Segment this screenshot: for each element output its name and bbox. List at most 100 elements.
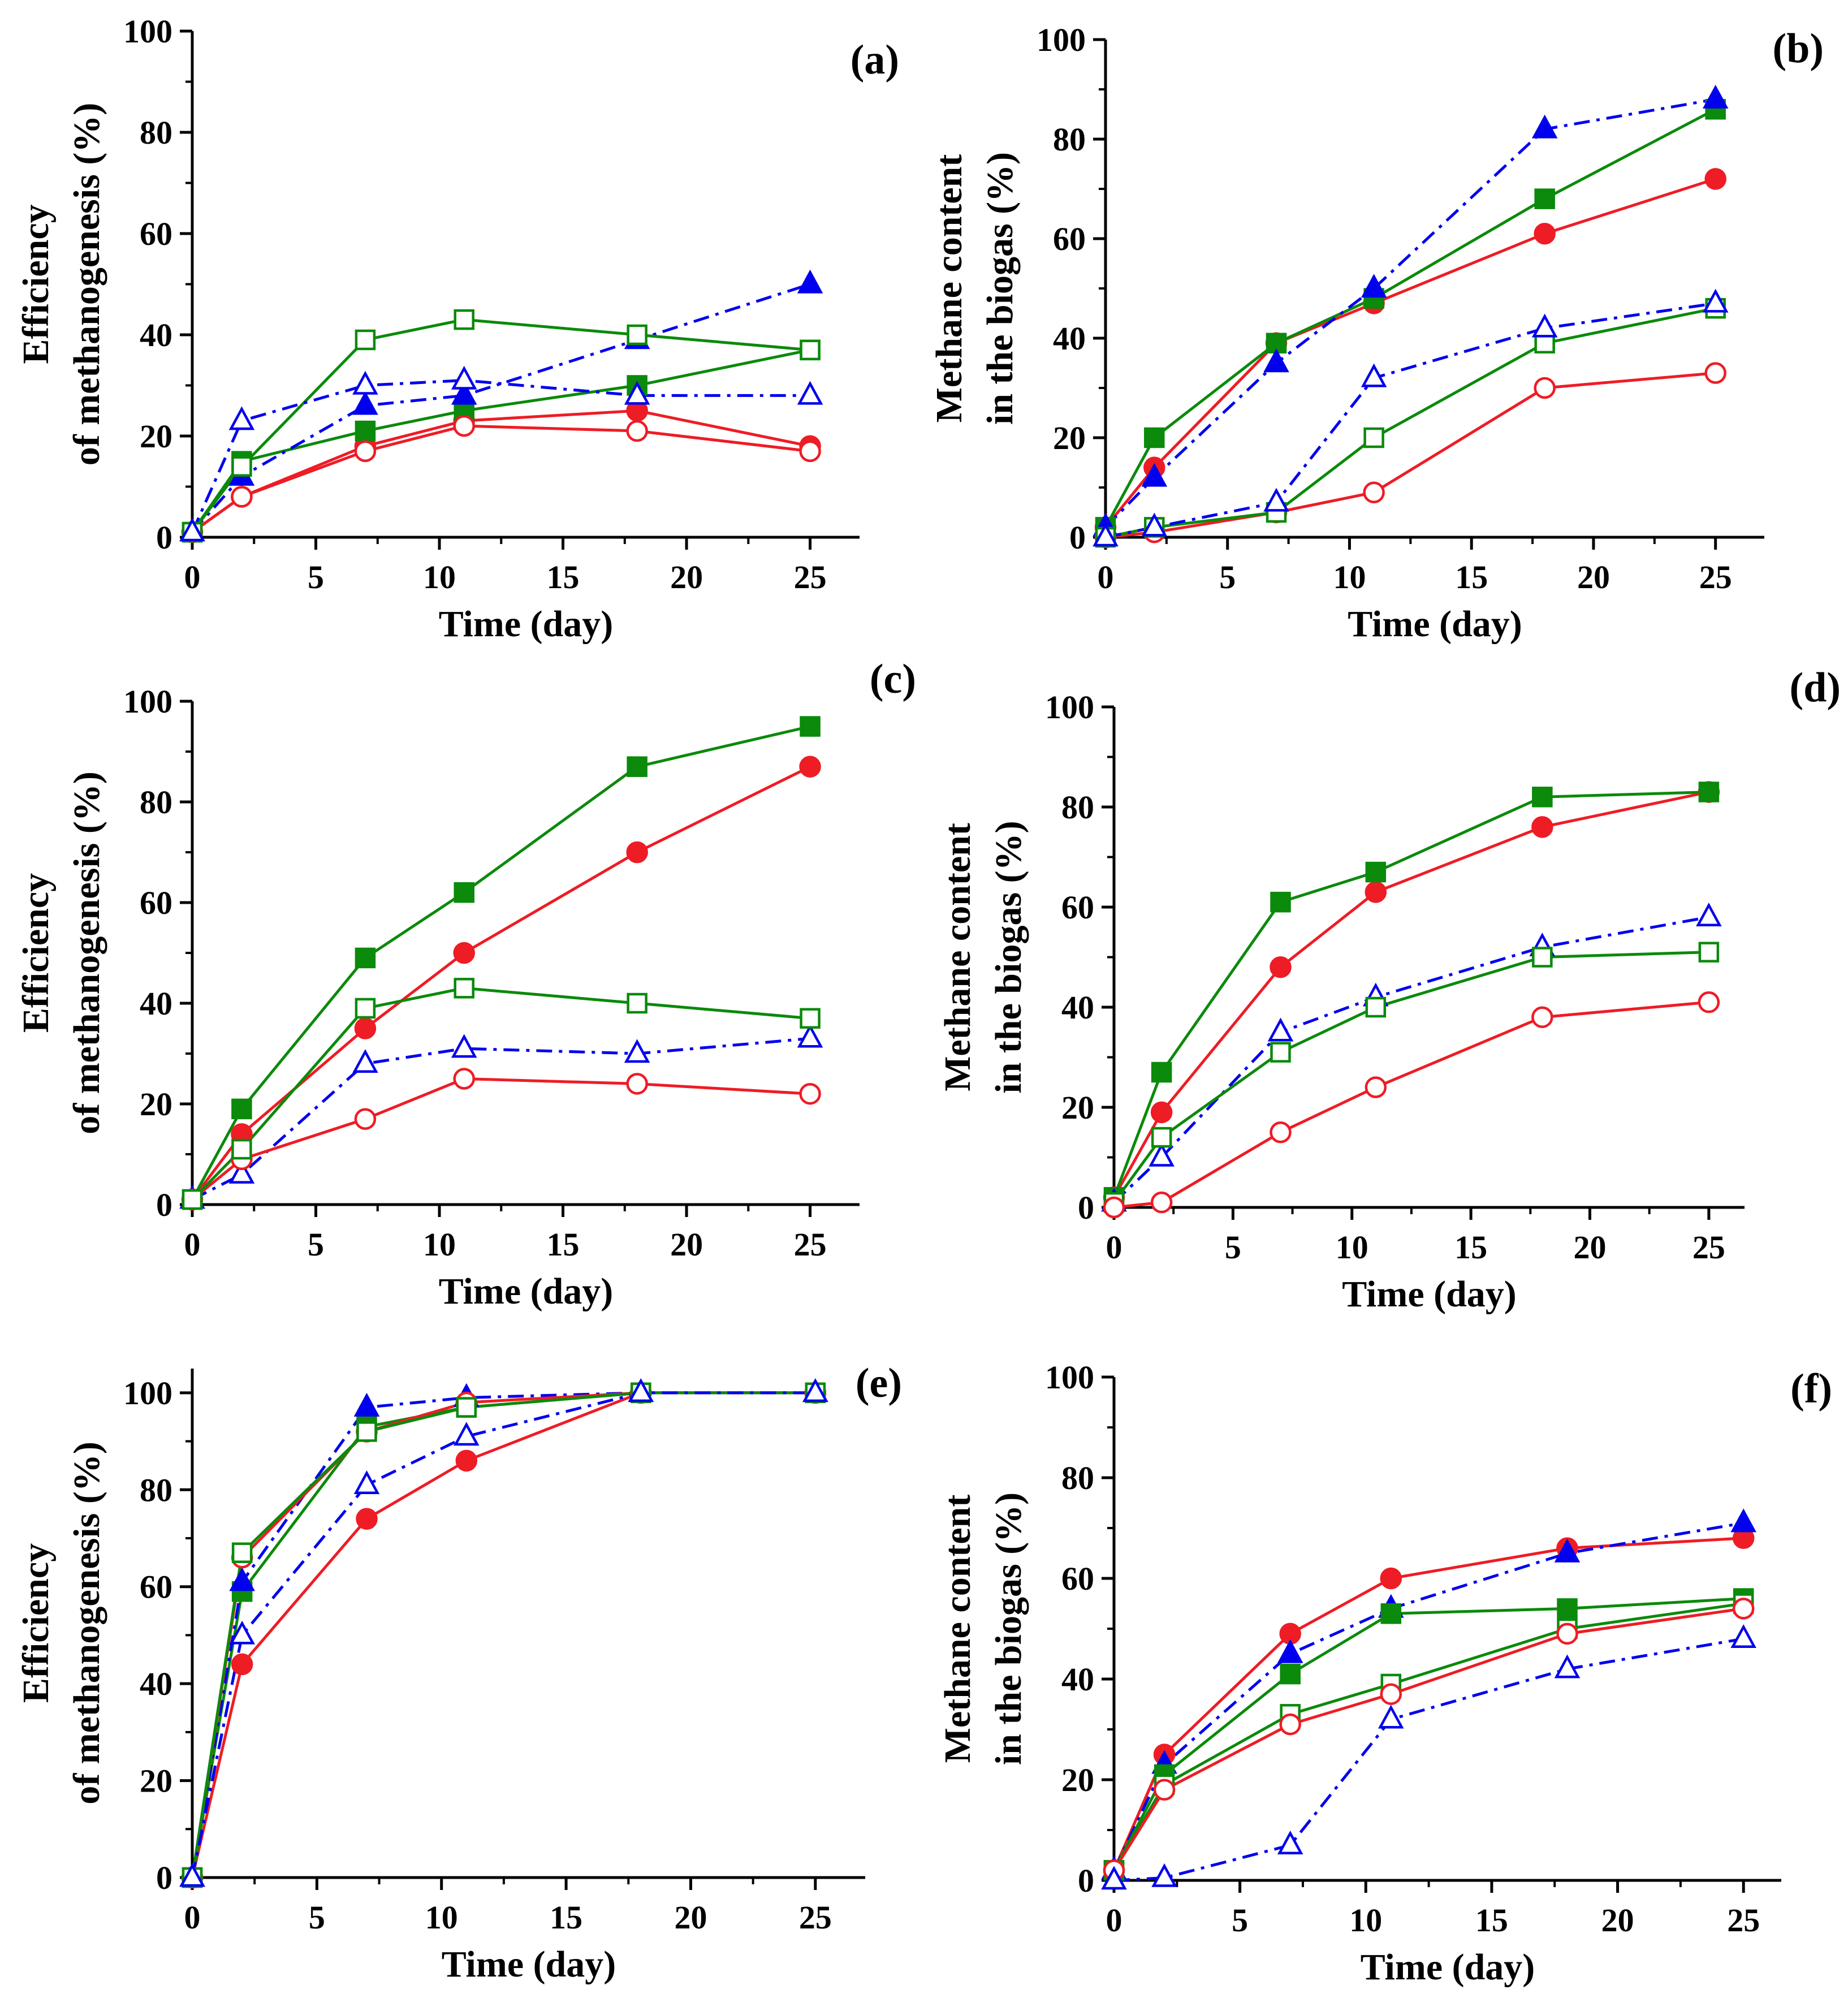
data-point-blue_open [1378, 1704, 1404, 1729]
x-tick-label: 0 [184, 559, 201, 595]
data-point-green_filled [1144, 427, 1165, 448]
chart-panel-f: 0 5 10 15 20 25 0 20 40 60 80 100 Time (day) Methane … [937, 1359, 1832, 1988]
panel-label: (b) [1773, 25, 1824, 72]
y-tick-label: 80 [140, 114, 172, 151]
data-point-green_filled [454, 882, 474, 903]
data-point-green_open [456, 1397, 477, 1418]
data-point-blue_filled [229, 1567, 255, 1591]
x-tick-label: 10 [425, 1899, 458, 1936]
x-tick-label: 25 [1699, 559, 1732, 595]
data-point-blue_open [1151, 1863, 1177, 1887]
x-tick-label: 0 [1106, 1229, 1122, 1266]
series-line-blue_open [1105, 301, 1716, 539]
data-point-red_open [799, 440, 821, 463]
x-tick-label: 15 [547, 1226, 580, 1263]
series-line-green_filled [191, 1391, 815, 1878]
x-tick-label: 15 [1455, 559, 1488, 595]
data-point-red_filled [455, 1449, 478, 1472]
data-point-green_filled [231, 1098, 252, 1120]
data-point-green_filled [1534, 188, 1555, 209]
x-axis-title: Time (day) [442, 1944, 616, 1985]
data-point-blue_filled [1141, 463, 1168, 487]
y-tick-label: 0 [1078, 1189, 1094, 1226]
y-tick-label: 20 [140, 1763, 172, 1800]
series-line-blue_filled [1112, 1521, 1744, 1871]
x-tick-label: 15 [550, 1899, 582, 1936]
series-line-blue_open [191, 1037, 810, 1201]
x-axis-title: Time (day) [1342, 1274, 1517, 1315]
data-point-blue_open [228, 1159, 255, 1184]
y-tick-label: 80 [1061, 789, 1094, 826]
y-axis-title-line1: Efficiency [15, 873, 57, 1033]
data-point-blue_open [1696, 902, 1722, 926]
data-point-red_filled [1270, 956, 1292, 978]
data-point-red_filled [1380, 1567, 1402, 1590]
data-point-red_filled [799, 756, 821, 778]
data-point-blue_open [624, 1039, 650, 1063]
x-tick-label: 5 [308, 1226, 324, 1263]
series-line-red_filled [1104, 178, 1716, 528]
y-axis-title-line1: Methane content [937, 1495, 978, 1763]
y-tick-label: 40 [1053, 320, 1086, 357]
y-tick-label: 100 [123, 683, 172, 720]
data-point-blue_filled [1263, 348, 1289, 373]
y-tick-label: 100 [1037, 21, 1086, 58]
y-tick-label: 0 [156, 1186, 172, 1223]
data-point-green_filled [1557, 1598, 1578, 1619]
series-line-blue_filled [191, 283, 811, 533]
data-point-green_open [800, 1008, 821, 1029]
data-point-green_filled [1365, 861, 1387, 883]
data-point-red_open [1153, 1779, 1176, 1801]
x-axis-title: Time (day) [439, 603, 614, 645]
y-tick-label: 40 [140, 1665, 172, 1702]
x-tick-label: 20 [1577, 559, 1610, 595]
x-tick-label: 0 [1106, 1902, 1122, 1939]
data-point-green_open [1365, 996, 1387, 1018]
x-tick-label: 20 [1574, 1229, 1607, 1266]
x-tick-label: 5 [1219, 559, 1236, 595]
y-tick-label: 40 [1061, 1661, 1094, 1698]
x-tick-label: 10 [1336, 1229, 1368, 1266]
series-line-blue_open [191, 1391, 815, 1878]
data-point-red_open [1732, 1598, 1755, 1620]
x-tick-label: 20 [1601, 1902, 1634, 1939]
x-tick-label: 25 [794, 559, 827, 595]
x-tick-label: 20 [674, 1899, 707, 1936]
series-line-green_filled [1112, 790, 1709, 1198]
data-point-green_filled [800, 716, 821, 737]
y-axis-title-line2: of methanogenesis (%) [66, 103, 107, 466]
data-point-green_open [1363, 427, 1384, 448]
data-point-blue_filled [797, 269, 823, 294]
data-point-green_filled [355, 947, 376, 969]
data-point-blue_open [1141, 512, 1168, 537]
x-tick-label: 15 [1454, 1229, 1487, 1266]
data-point-blue_filled [1277, 1639, 1303, 1663]
x-tick-label: 10 [1333, 559, 1366, 595]
series-line-blue_open [191, 379, 810, 533]
chart-panel-e: 0 5 10 15 20 25 0 20 40 60 80 100 Time (day) Efficien… [15, 1360, 902, 1985]
data-point-red_filled [1534, 222, 1556, 245]
data-point-green_filled [1532, 787, 1553, 808]
data-point-red_open [1103, 1196, 1125, 1219]
y-tick-label: 100 [1045, 689, 1094, 726]
y-tick-label: 60 [140, 215, 172, 252]
y-tick-label: 60 [140, 884, 172, 921]
data-point-green_open [231, 1542, 253, 1563]
x-tick-label: 5 [1225, 1229, 1241, 1266]
y-tick-label: 60 [1061, 1560, 1094, 1597]
x-tick-label: 10 [1349, 1902, 1382, 1939]
y-tick-label: 40 [1061, 989, 1094, 1026]
x-tick-label: 10 [423, 1226, 456, 1263]
y-axis-title-line2: of methanogenesis (%) [66, 1442, 107, 1805]
series-line-green_open [191, 986, 810, 1201]
data-point-blue_open [1361, 363, 1387, 387]
data-point-red_open [231, 486, 253, 508]
series-line-blue_filled [1104, 98, 1716, 529]
data-point-blue_open [352, 370, 378, 395]
y-tick-label: 80 [1061, 1460, 1094, 1496]
data-point-blue_filled [352, 391, 378, 415]
y-axis-title-line1: Efficiency [15, 204, 57, 364]
x-axis-title: Time (day) [1348, 603, 1522, 645]
data-point-blue_filled [1554, 1538, 1581, 1563]
y-tick-label: 20 [140, 1086, 172, 1123]
